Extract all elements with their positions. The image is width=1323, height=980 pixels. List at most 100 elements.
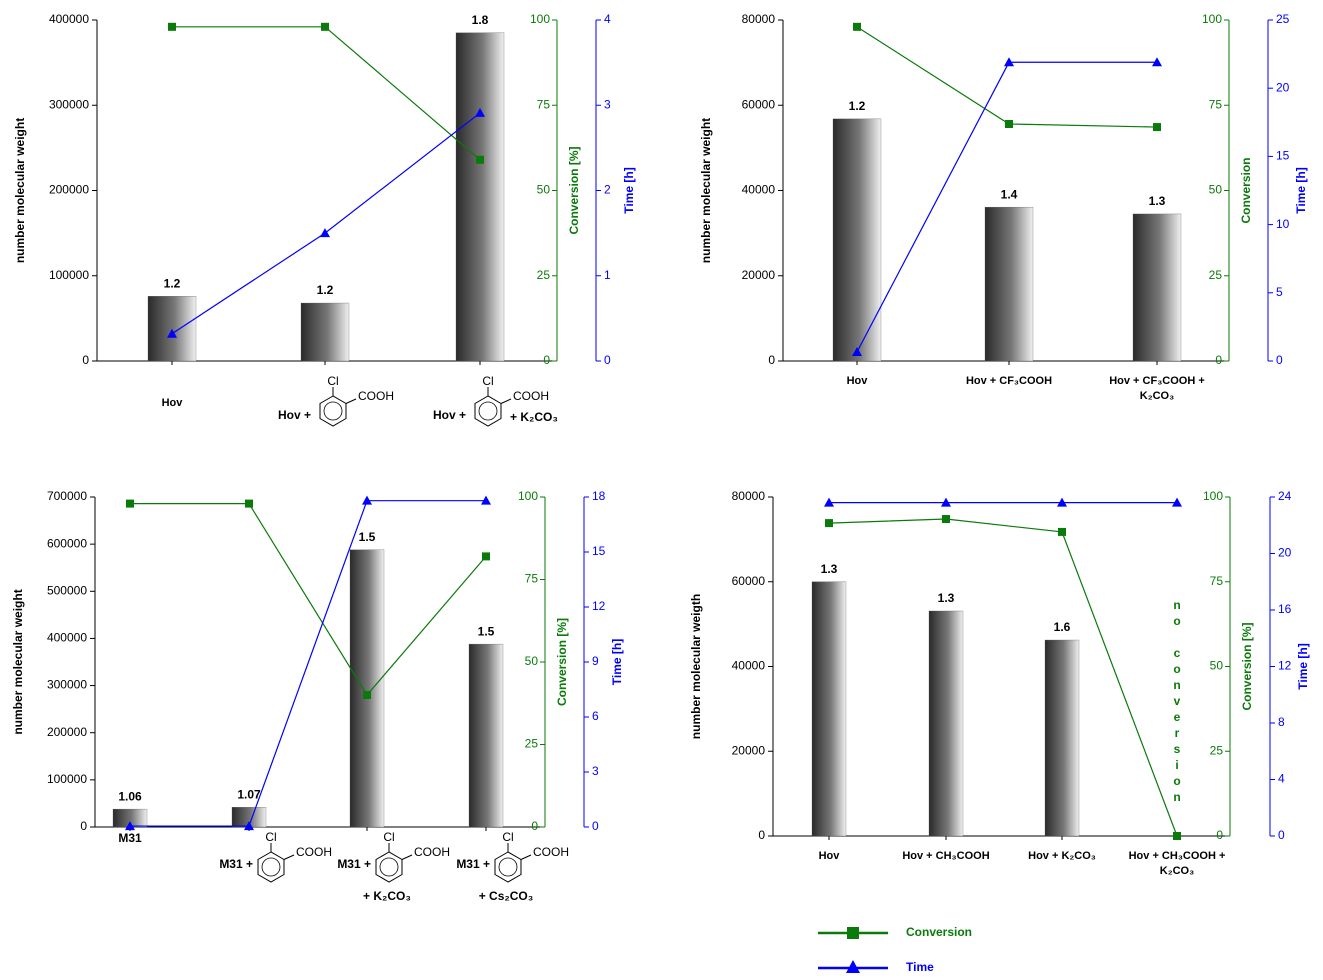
y3-tick-label: 0 [1276,353,1283,367]
y2-tick-label: 0 [531,819,538,833]
y-tick-label: 200000 [49,183,89,197]
y-tick-label: 0 [768,353,775,367]
y-tick-label: 0 [758,828,765,842]
y-axis-title: number molecular weight [11,589,25,734]
y3-tick-label: 20 [1278,546,1292,560]
y2-tick-label: 100 [530,12,550,26]
category-label: M31 + [337,857,371,871]
structure-label: COOH [533,845,569,859]
bar-label: 1.6 [1054,620,1071,634]
bar [469,644,503,827]
y3-tick-label: 12 [592,599,606,613]
bar [1045,640,1079,836]
figure: 0100000200000300000400000025507510001234… [0,0,1323,980]
marker [942,515,950,523]
y3-tick-label: 0 [604,353,611,367]
category-label: Hov + CF₃COOH [944,374,1074,389]
line [130,501,486,826]
marker [320,228,330,237]
y-axis-title: number molecular weight [13,118,27,263]
category-label-box: Hov + CH₃COOH + K₂CO₃ [1112,849,1242,889]
category-label: Hov [107,396,237,411]
category-label: Hov [764,849,894,864]
y2-tick-label: 25 [1209,268,1223,282]
annotation: no conversion [1170,598,1184,806]
y3-tick-label: 0 [592,819,599,833]
y-tick-label: 200000 [47,725,87,739]
bar [456,33,504,361]
y3-tick-label: 1 [604,268,611,282]
category-label: M31 + [456,857,490,871]
y2-tick-label: 25 [537,268,551,282]
category-label-box: Hov + K₂CO₃ [997,849,1127,889]
marker [245,500,253,508]
bar-label: 1.5 [359,530,376,544]
y2-tick-label: 100 [518,489,538,503]
bar [301,303,349,361]
category-label: Hov [792,374,922,389]
category-label-box: Hov + CF₃COOH [944,374,1074,414]
marker [126,500,134,508]
category-label-box: Hov [764,849,894,889]
line [829,519,1177,836]
y-tick-label: 300000 [47,678,87,692]
category-label: Hov + CF₃COOH + K₂CO₃ [1092,374,1222,404]
y-tick-label: 100000 [47,772,87,786]
y3-tick-label: 6 [592,709,599,723]
structure-label: Cl [327,374,338,388]
y3-tick-label: 3 [604,97,611,111]
y2-tick-label: 50 [525,654,539,668]
category-label: Hov + [278,408,311,422]
bar-label: 1.8 [472,13,489,27]
structure-label: COOH [414,845,450,859]
structure-label: COOH [358,389,394,403]
y3-tick-label: 24 [1278,489,1292,503]
y2-tick-label: 75 [1209,97,1223,111]
bond [521,855,531,860]
legend-label: Conversion [906,925,972,939]
y2-tick-label: 100 [1202,12,1222,26]
y2-tick-label: 0 [1216,828,1223,842]
bar-label: 1.2 [849,99,866,113]
structure-label: COOH [296,845,332,859]
category-suffix: + Cs₂CO₃ [479,889,534,903]
y-tick-label: 20000 [732,743,766,757]
category-suffix: + K₂CO₃ [510,410,558,424]
y3-tick-label: 20 [1276,80,1290,94]
category-label: Hov + CH₃COOH [881,849,1011,864]
bar-label: 1.3 [821,562,838,576]
y2-axis-title: Conversion [%] [1240,622,1254,710]
bar [812,582,846,836]
bar-label: 1.5 [478,624,495,638]
y3-tick-label: 5 [1276,285,1283,299]
line [857,27,1157,127]
y-tick-label: 100000 [49,268,89,282]
y-tick-label: 400000 [49,12,89,26]
category-suffix: + K₂CO₃ [363,889,411,903]
y2-tick-label: 50 [1209,183,1223,197]
y-tick-label: 300000 [49,97,89,111]
y2-tick-label: 75 [537,97,551,111]
structure-label: Cl [502,830,513,844]
y2-tick-label: 50 [537,183,551,197]
y-tick-label: 0 [80,819,87,833]
y-tick-label: 700000 [47,489,87,503]
y3-tick-label: 12 [1278,659,1292,673]
bar-label: 1.3 [1149,194,1166,208]
structure-label: COOH [513,389,549,403]
bar [148,296,196,361]
marker [1005,120,1013,128]
bond [501,399,511,404]
marker [476,156,484,164]
y-tick-label: 80000 [742,12,776,26]
y2-tick-label: 0 [543,353,550,367]
marker [363,691,371,699]
y3-tick-label: 25 [1276,12,1290,26]
y3-tick-label: 4 [604,12,611,26]
y-tick-label: 40000 [742,183,776,197]
y2-tick-label: 25 [525,737,539,751]
bar [929,611,963,836]
y-axis-title: number molecular weight [699,118,713,263]
bond [346,399,356,404]
y2-tick-label: 75 [1210,574,1224,588]
